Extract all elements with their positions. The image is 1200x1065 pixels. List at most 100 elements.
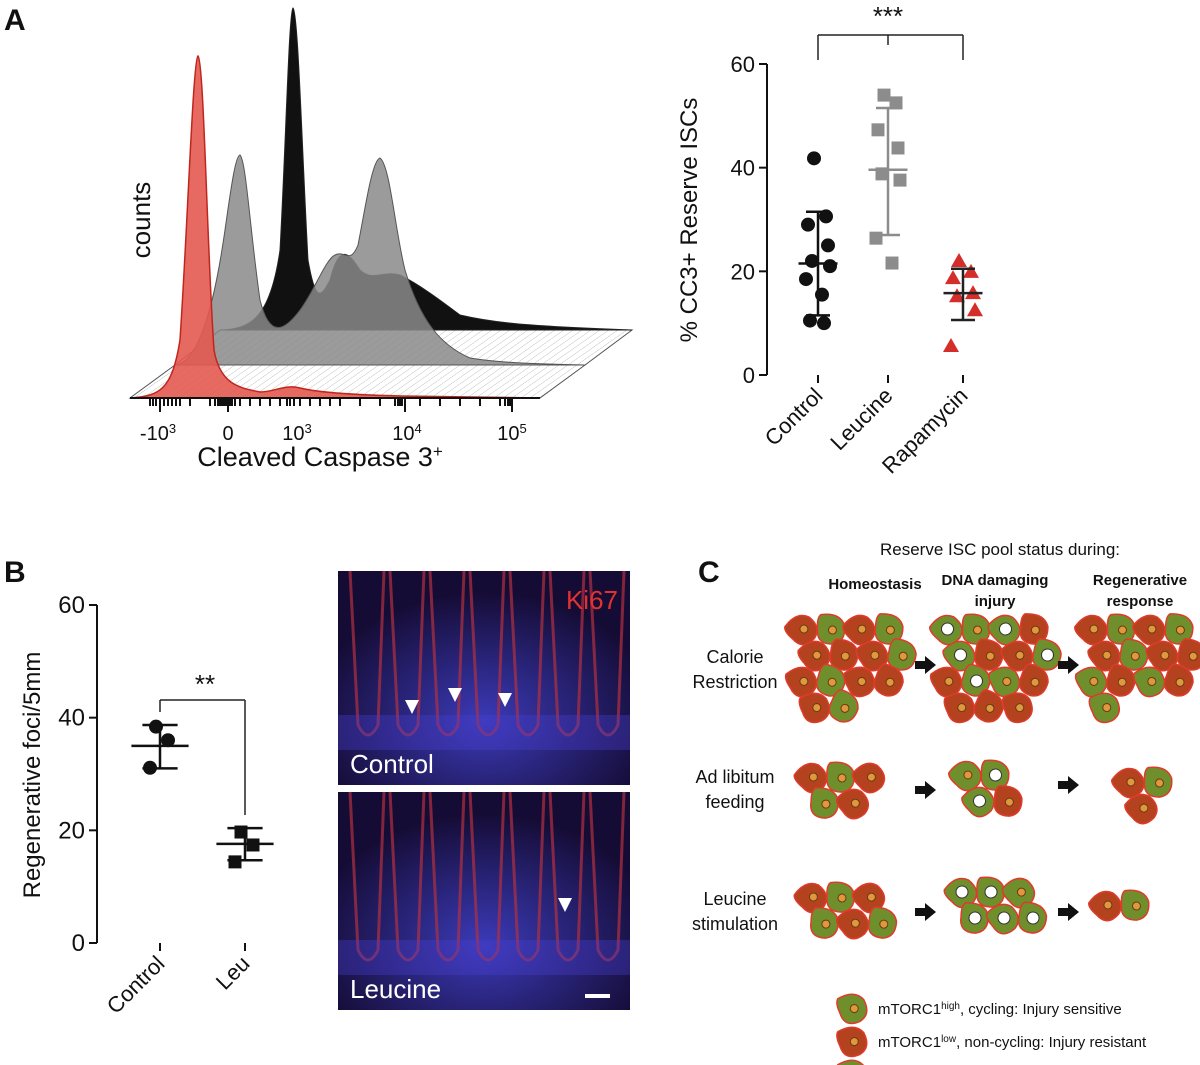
row-label: stimulation — [692, 914, 778, 934]
x-tick-base: 0 — [222, 423, 233, 445]
x-axis-label: Cleaved Caspase 3+ — [197, 442, 443, 473]
cell-nucleus — [799, 624, 809, 634]
cell — [829, 638, 859, 671]
tissue-villus — [468, 791, 506, 962]
micrograph-label: Control — [350, 749, 434, 779]
column-header: injury — [975, 593, 1016, 610]
y-axis-label: counts — [126, 182, 156, 259]
data-point — [869, 231, 883, 245]
diagram-title: Reserve ISC pool status during: — [880, 540, 1120, 559]
cell — [948, 760, 982, 792]
cell — [1074, 614, 1108, 646]
cell-nucleus — [968, 911, 982, 925]
cell — [1163, 663, 1194, 697]
data-point — [799, 272, 813, 287]
x-tick-exp: 3 — [305, 421, 312, 436]
row-label: Calorie — [706, 647, 763, 667]
cell-nucleus — [1002, 676, 1012, 686]
cell-nucleus — [837, 893, 847, 903]
cell-nucleus — [970, 674, 983, 688]
cell-nucleus — [849, 1037, 859, 1047]
stain-label: Ki67 — [566, 585, 618, 615]
arrowhead — [448, 688, 462, 702]
cell-nucleus — [808, 772, 818, 782]
y-axis-label: % CC3+ Reserve ISCs — [676, 98, 703, 343]
column-header: Homeostasis — [828, 576, 921, 593]
cell-nucleus — [972, 625, 982, 635]
cell-nucleus — [1126, 777, 1136, 787]
cell — [1088, 692, 1121, 724]
tissue-villus — [348, 570, 386, 737]
cell-nucleus — [954, 648, 967, 662]
cell — [1133, 666, 1166, 698]
cell — [809, 787, 840, 819]
cell — [973, 688, 1004, 723]
x-tick-exp: 3 — [169, 421, 176, 436]
cell — [943, 692, 976, 724]
cell — [835, 788, 870, 820]
cell-nucleus — [989, 768, 1002, 782]
x-tick-base: 10 — [392, 423, 414, 445]
x-tick-label: 0 — [222, 423, 233, 445]
cell-nucleus — [827, 625, 837, 635]
legend-rest: , non-cycling: Injury resistant — [956, 1034, 1147, 1051]
x-tick-base: 10 — [497, 423, 519, 445]
cell — [974, 638, 1004, 671]
x-tick-label: -103 — [140, 421, 176, 446]
cell — [1143, 766, 1173, 798]
row-label: feeding — [705, 792, 764, 812]
cell — [1074, 666, 1108, 698]
cell — [815, 663, 846, 697]
flow-histogram: counts Cleaved Caspase 3+ — [126, 7, 634, 473]
cell-nucleus — [1030, 625, 1040, 635]
cell-nucleus — [857, 624, 867, 634]
panel-label: B — [4, 556, 26, 589]
data-point — [893, 173, 907, 187]
y-tick-label: 0 — [72, 930, 85, 957]
cell — [784, 614, 818, 646]
legend-sup: low — [941, 1034, 957, 1045]
cell-nucleus — [1015, 650, 1025, 660]
arrow — [915, 656, 936, 674]
legend-rest: , cycling: Injury sensitive — [960, 1001, 1122, 1018]
cell — [826, 761, 856, 793]
x-tick-label: Leucine — [825, 383, 897, 455]
cell — [867, 906, 898, 939]
cell — [1001, 692, 1033, 724]
panel-label: A — [4, 4, 26, 37]
cell — [987, 614, 1021, 646]
micrograph-label: Leucine — [350, 974, 441, 1004]
data-point — [945, 270, 961, 285]
cell-nucleus — [1089, 676, 1099, 686]
cell-nucleus — [955, 885, 969, 899]
cell — [843, 666, 876, 698]
cell-nucleus — [1004, 797, 1014, 807]
cell-nucleus — [957, 703, 967, 713]
arrow — [915, 903, 936, 921]
x-axis-label-sup: + — [433, 442, 443, 461]
cell — [873, 663, 904, 697]
cell-nucleus — [999, 622, 1012, 636]
cell-nucleus — [850, 918, 860, 928]
cell-nucleus — [1175, 677, 1185, 687]
cell-nucleus — [1117, 625, 1127, 635]
cell-nucleus — [997, 911, 1011, 925]
x-tick-label: Leu — [211, 951, 255, 995]
cell — [1164, 613, 1194, 645]
arrow — [915, 781, 936, 799]
cell — [835, 908, 870, 940]
cell — [1124, 793, 1158, 825]
cell — [976, 876, 1006, 908]
cell-nucleus — [837, 773, 847, 783]
tissue-villus — [428, 791, 466, 962]
cell-nucleus — [879, 919, 889, 929]
x-tick-base: -10 — [140, 423, 169, 445]
tissue-villus — [428, 570, 466, 737]
cell — [851, 762, 886, 794]
legend-text: mTORC1 — [878, 1001, 941, 1018]
cell-nucleus — [799, 676, 809, 686]
column-header: response — [1107, 593, 1174, 610]
cell — [1177, 637, 1200, 671]
cell — [793, 762, 828, 794]
cell-nucleus — [849, 1004, 859, 1014]
